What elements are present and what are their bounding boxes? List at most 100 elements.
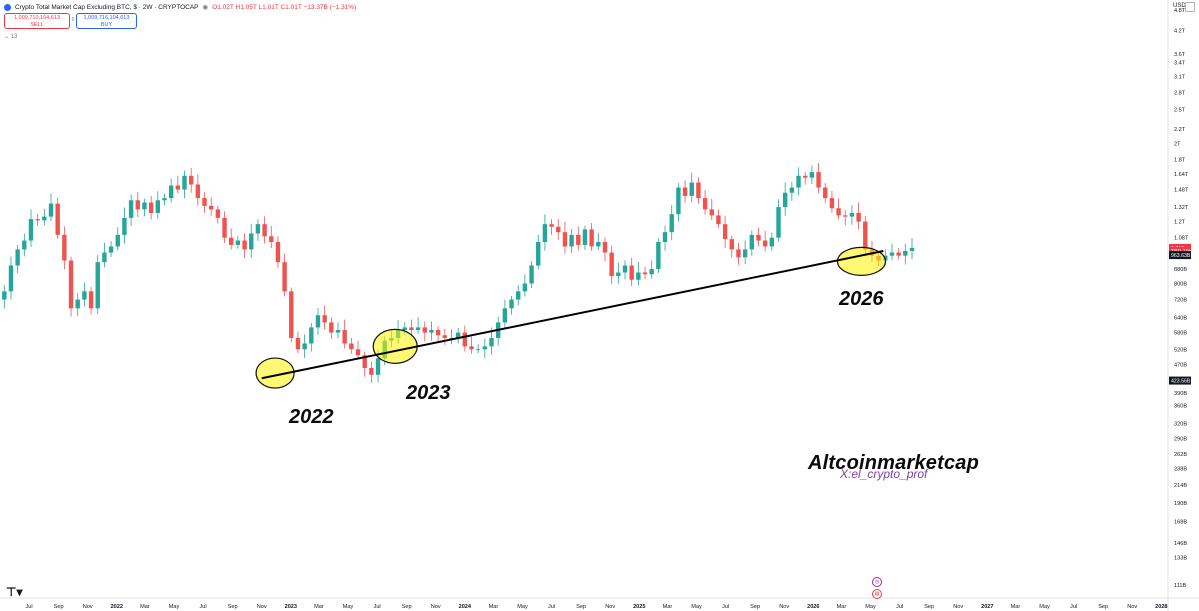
y-tick-label: 1.8T bbox=[1174, 158, 1186, 164]
candle-body bbox=[175, 185, 181, 190]
candle-body bbox=[762, 240, 768, 247]
candle-body bbox=[122, 217, 127, 235]
candle-body bbox=[909, 247, 915, 251]
candle-body bbox=[602, 241, 608, 253]
settings-icon[interactable] bbox=[1185, 2, 1195, 12]
candle-body bbox=[402, 327, 407, 330]
us-flag-icon[interactable]: ▤ bbox=[872, 589, 882, 599]
y-tick-label: 390B bbox=[1174, 391, 1187, 397]
candle-body bbox=[409, 327, 414, 330]
buy-button[interactable]: 1,009,716,104,613 BUY bbox=[76, 13, 137, 29]
candle-body bbox=[716, 215, 721, 225]
currency-label[interactable]: USD bbox=[1173, 3, 1186, 9]
time-axis[interactable]: Jul Sep Nov 2022 Mar May Jul Sep Nov 2023 Mar May Ju… bbox=[26, 604, 1168, 610]
candle-body bbox=[242, 240, 247, 250]
chart-header: Crypto Total Market Cap Excluding BTC, $… bbox=[0, 0, 1172, 14]
candle-body bbox=[115, 234, 120, 247]
candle-body bbox=[249, 233, 254, 250]
candle-body bbox=[669, 214, 674, 233]
candle-body bbox=[262, 224, 267, 237]
candle-body bbox=[702, 198, 708, 210]
annotations bbox=[255, 246, 887, 389]
candle-body bbox=[22, 240, 27, 250]
candle-body bbox=[596, 241, 601, 247]
candle-body bbox=[776, 207, 781, 238]
candle-body bbox=[28, 219, 34, 241]
candle-body bbox=[522, 283, 528, 292]
candle-body bbox=[442, 335, 447, 338]
candle-body bbox=[556, 226, 561, 233]
tradingview-logo-icon[interactable]: ⊤▾ bbox=[6, 585, 23, 599]
y-tick-label: 1.64T bbox=[1174, 172, 1189, 178]
y-tick-label: 3.1T bbox=[1174, 75, 1186, 81]
x-tick-label: Mar bbox=[837, 604, 847, 610]
y-tick-label: 320B bbox=[1174, 421, 1187, 427]
x-tick-label: Sep bbox=[750, 604, 760, 610]
candle-body bbox=[435, 329, 441, 336]
y-tick-label: 580B bbox=[1174, 331, 1187, 337]
candle-body bbox=[35, 219, 40, 221]
candle-body bbox=[836, 208, 841, 216]
watermark-title: Altcoinmarketcap bbox=[808, 452, 980, 474]
visibility-icon[interactable]: ◉ bbox=[202, 4, 209, 11]
y-tick-label: 111B bbox=[1174, 583, 1187, 589]
x-tick-label: Nov bbox=[953, 604, 963, 610]
event-marker-icon[interactable]: ◷ bbox=[872, 577, 882, 587]
x-tick-label: May bbox=[517, 604, 528, 610]
y-tick-label: 2.8T bbox=[1174, 90, 1186, 96]
x-tick-label: 2027 bbox=[981, 604, 993, 610]
candle-body bbox=[462, 332, 468, 347]
candle-body bbox=[202, 198, 207, 206]
candle-body bbox=[609, 252, 614, 277]
chart-title[interactable]: Crypto Total Market Cap Excluding BTC, $… bbox=[15, 3, 199, 11]
candle-body bbox=[489, 337, 494, 347]
x-tick-label: Jul bbox=[26, 604, 33, 610]
x-tick-label: Nov bbox=[779, 604, 789, 610]
candle-body bbox=[195, 184, 201, 199]
candle-body bbox=[82, 291, 87, 300]
candle-body bbox=[68, 260, 74, 309]
candle-body bbox=[2, 291, 7, 300]
y-tick-label: 214B bbox=[1174, 483, 1187, 489]
y-tick-label: 720B bbox=[1174, 298, 1187, 304]
indicators-toggle[interactable]: ⌄ 13 bbox=[4, 33, 17, 40]
sell-price: 1,009,710,104,613 bbox=[14, 15, 60, 21]
year-label-2026: 2026 bbox=[839, 288, 884, 310]
candle-body bbox=[903, 250, 908, 256]
candle-body bbox=[569, 234, 574, 247]
x-tick-label: Nov bbox=[605, 604, 615, 610]
candle-body bbox=[636, 272, 641, 280]
y-tick-label: 290B bbox=[1174, 436, 1187, 442]
x-tick-label: Nov bbox=[1127, 604, 1137, 610]
candle-body bbox=[342, 329, 347, 344]
candle-body bbox=[809, 172, 815, 178]
y-tick-label: 1.48T bbox=[1174, 188, 1189, 194]
price-tag-label: 423.56B bbox=[1171, 379, 1191, 385]
y-tick-label: 520B bbox=[1174, 347, 1187, 353]
candle-body bbox=[656, 241, 661, 269]
candle-body bbox=[475, 349, 481, 351]
candle-body bbox=[302, 343, 307, 350]
candle-body bbox=[142, 202, 147, 210]
x-tick-label: Mar bbox=[1011, 604, 1021, 610]
sell-button[interactable]: 1,009,710,104,613 SELL bbox=[4, 13, 70, 29]
candle-body bbox=[148, 202, 154, 213]
candle-body bbox=[162, 198, 167, 201]
candle-body bbox=[642, 272, 648, 275]
x-tick-label: Mar bbox=[489, 604, 499, 610]
price-tag bbox=[1169, 246, 1191, 255]
candle-body bbox=[649, 268, 654, 275]
candle-body bbox=[95, 262, 100, 309]
price-axis[interactable]: 4.8T 4.2T 3.6T 3.4T 3.1T 2.8T 2.5T 2.2T 2T 1.8T 1.… bbox=[1169, 8, 1192, 589]
candle-body bbox=[629, 265, 634, 280]
candle-body bbox=[789, 187, 795, 193]
highlight-ellipse bbox=[372, 328, 418, 364]
event-markers[interactable]: ◷ ▤ bbox=[872, 577, 882, 601]
x-tick-label: Nov bbox=[431, 604, 441, 610]
candle-body bbox=[62, 234, 67, 261]
candle-body bbox=[509, 299, 514, 309]
candle-body bbox=[582, 229, 588, 245]
x-tick-label: Jul bbox=[374, 604, 381, 610]
candle-body bbox=[182, 175, 187, 190]
